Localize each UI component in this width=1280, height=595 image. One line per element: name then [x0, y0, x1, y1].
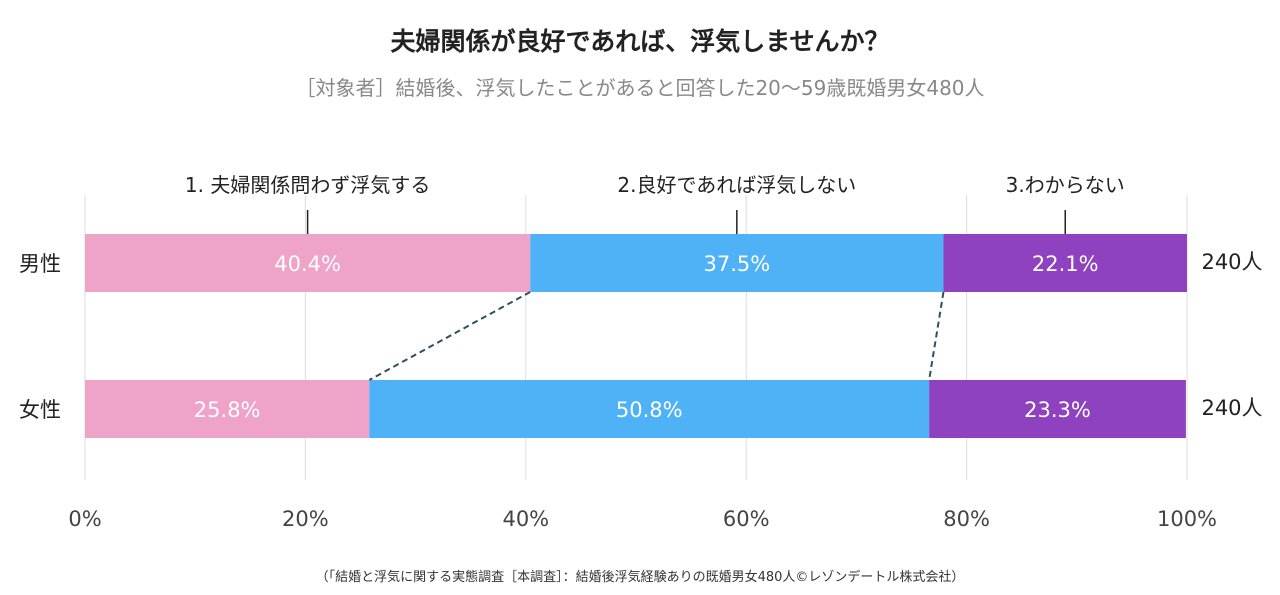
bar-segment	[943, 234, 1187, 292]
bar-segment	[85, 380, 370, 438]
legend-label: 1. 夫婦関係問わず浮気する	[185, 173, 430, 197]
connector-line	[368, 291, 531, 381]
chart-subtitle: ［対象者］結婚後、浮気したことがあると回答した20～59歳既婚男女480人	[295, 76, 985, 100]
chart-title: 夫婦関係が良好であれば、浮気しませんか？	[390, 27, 890, 56]
bar-segment	[369, 380, 930, 438]
connector-line	[928, 291, 945, 381]
x-tick-label: 0%	[68, 507, 101, 531]
data-label: 37.5%	[703, 252, 770, 276]
data-label: 25.8%	[194, 398, 261, 422]
total-label: 240人	[1201, 250, 1262, 274]
legend-label: 2.良好であれば浮気しない	[617, 173, 856, 197]
total-label: 240人	[1201, 396, 1262, 420]
data-label: 40.4%	[274, 252, 341, 276]
x-tick-label: 80%	[943, 507, 990, 531]
bar-segment	[530, 234, 944, 292]
data-label: 50.8%	[616, 398, 683, 422]
source-note: （「結婚と浮気に関する実態調査［本調査］：結婚後浮気経験ありの既婚男女480人©…	[315, 570, 965, 585]
bar-segment	[85, 234, 531, 292]
category-label: 女性	[19, 398, 61, 422]
x-tick-label: 60%	[723, 507, 770, 531]
data-label: 22.1%	[1032, 252, 1099, 276]
x-tick-label: 40%	[502, 507, 549, 531]
data-label: 23.3%	[1024, 398, 1091, 422]
legend-label: 3.わからない	[1006, 173, 1125, 197]
x-tick-label: 100%	[1157, 507, 1217, 531]
category-label: 男性	[19, 252, 61, 276]
x-tick-label: 20%	[282, 507, 329, 531]
bar-segment	[929, 380, 1186, 438]
